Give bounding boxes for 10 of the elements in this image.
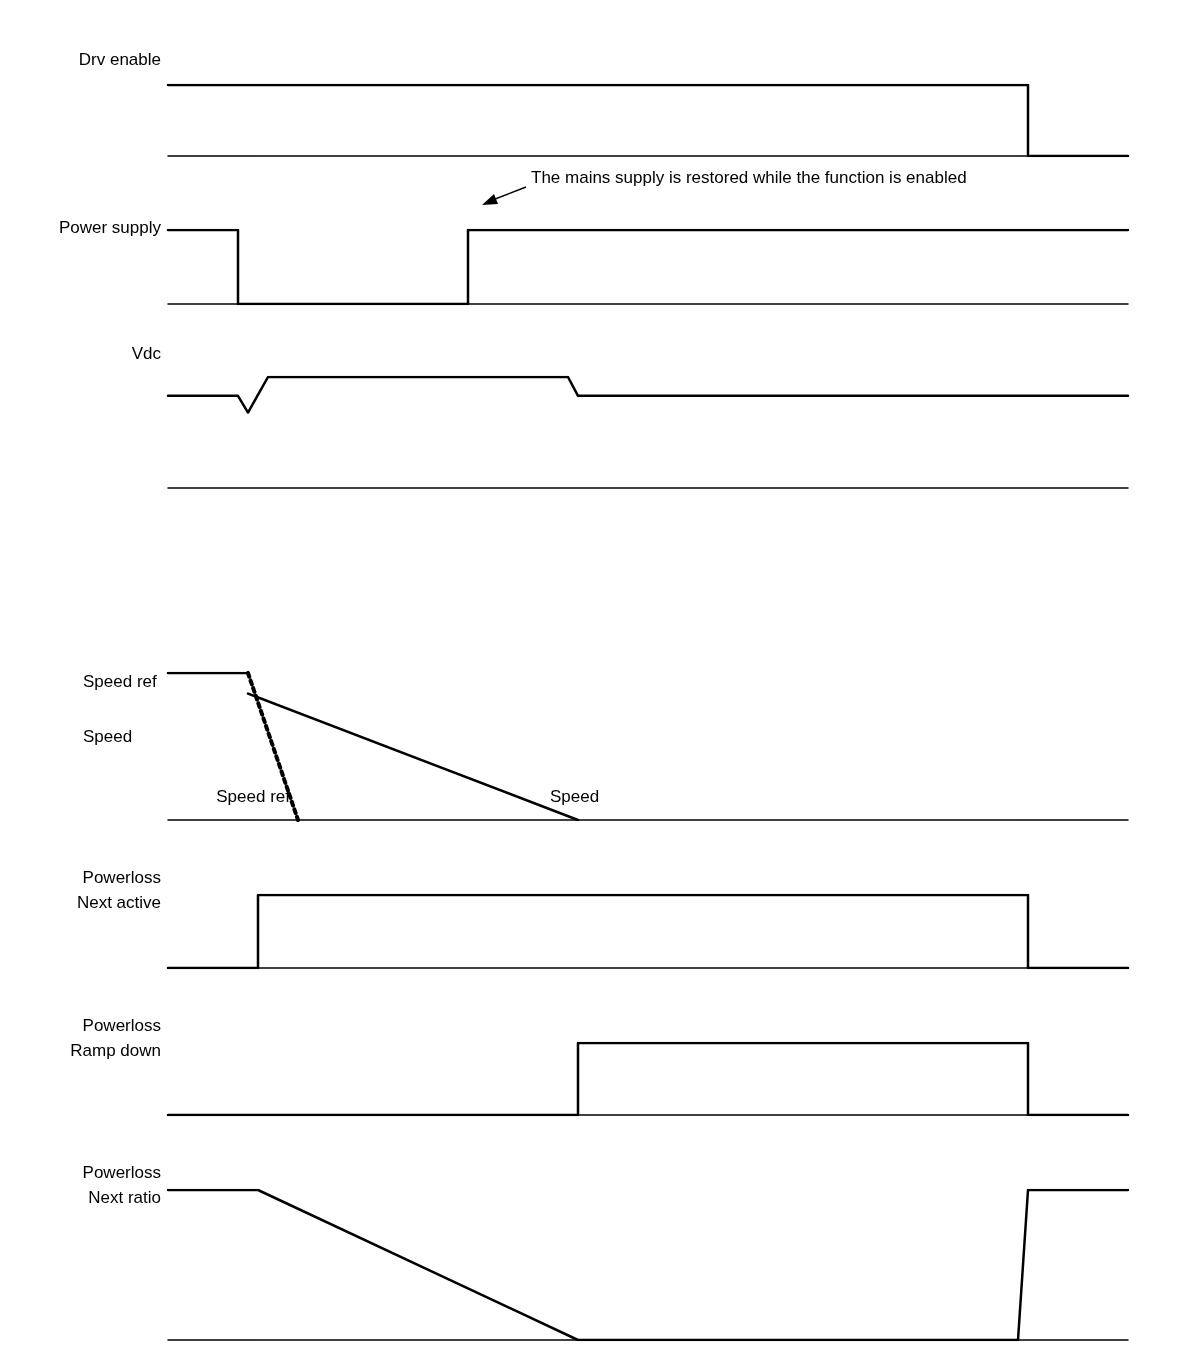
text: The mains supply is restored while the function is enabled (531, 167, 967, 187)
series-label: Speed (550, 787, 600, 806)
y-axis-title: Powerloss Ramp down (70, 1016, 161, 1060)
text: Speed ref (83, 672, 157, 691)
y-axis-title: Powerloss Next ratio (82, 1163, 161, 1207)
y-axis-title: Drv enable (78, 50, 161, 69)
y-axis-title: Powerloss Next active (76, 868, 161, 912)
text: Speed (83, 727, 133, 746)
y-axis-title: Vdc (131, 344, 162, 363)
y-axis-title: Power supply (58, 218, 162, 237)
